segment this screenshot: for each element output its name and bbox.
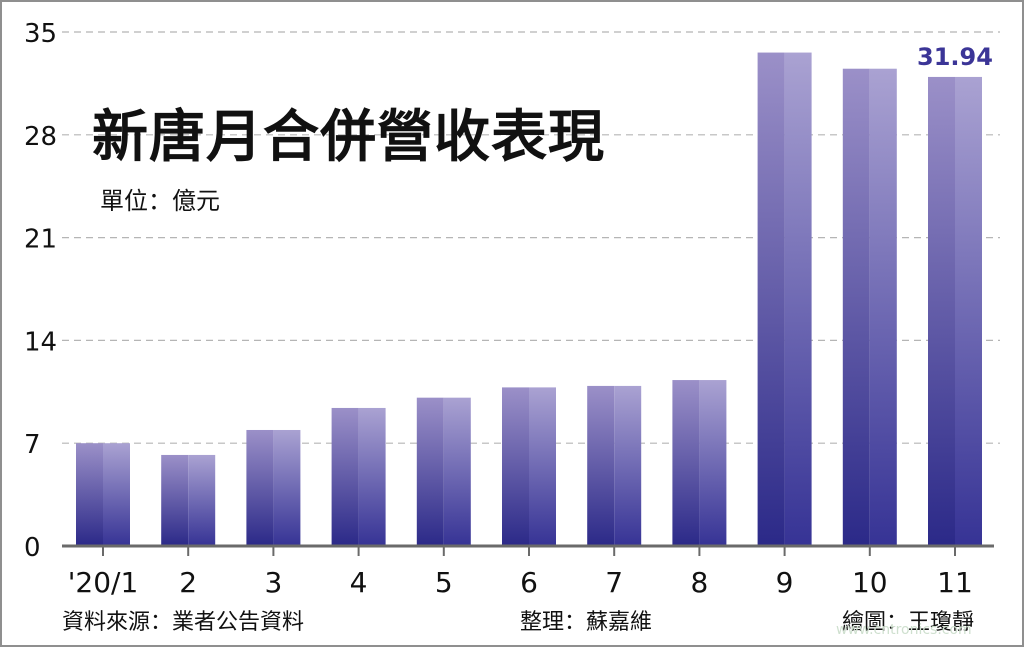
data-label: 31.94 bbox=[917, 43, 993, 71]
editor-credit: 整理：蘇嘉維 bbox=[520, 610, 653, 635]
bar bbox=[416, 397, 471, 546]
watermark: www.cntronics.com bbox=[836, 622, 972, 638]
bar bbox=[502, 387, 556, 546]
x-tick-label: 11 bbox=[937, 566, 973, 599]
y-tick-label: 28 bbox=[24, 122, 57, 152]
x-tick-label: 3 bbox=[264, 566, 282, 599]
bar bbox=[587, 385, 642, 546]
bar bbox=[76, 443, 130, 546]
y-tick-label: 35 bbox=[24, 19, 57, 49]
artist-credit: 繪圖：王瓊靜 bbox=[842, 610, 975, 635]
x-tick-label: '20/1 bbox=[68, 566, 139, 599]
bar bbox=[757, 52, 812, 547]
bar bbox=[331, 407, 386, 546]
x-tick-label: 7 bbox=[605, 566, 623, 599]
bar bbox=[246, 429, 301, 546]
y-tick-label: 7 bbox=[24, 430, 41, 460]
x-tick-label: 9 bbox=[776, 566, 794, 599]
bar bbox=[842, 68, 897, 546]
y-tick-label: 21 bbox=[24, 225, 57, 255]
bar bbox=[928, 76, 982, 546]
x-tick-label: 5 bbox=[435, 566, 453, 599]
y-tick-label: 0 bbox=[24, 533, 41, 563]
source-note: 資料來源：業者公告資料 bbox=[62, 610, 305, 635]
x-tick-label: 4 bbox=[350, 566, 368, 599]
unit-label: 單位：億元 bbox=[100, 187, 220, 215]
y-tick-label: 14 bbox=[24, 327, 57, 357]
x-tick-label: 8 bbox=[690, 566, 708, 599]
x-tick-label: 6 bbox=[520, 566, 538, 599]
bar bbox=[161, 454, 216, 546]
chart-title: 新唐月合併營收表現 bbox=[92, 105, 605, 170]
x-tick-label: 10 bbox=[852, 566, 888, 599]
bar bbox=[672, 380, 727, 546]
x-tick-label: 2 bbox=[179, 566, 197, 599]
